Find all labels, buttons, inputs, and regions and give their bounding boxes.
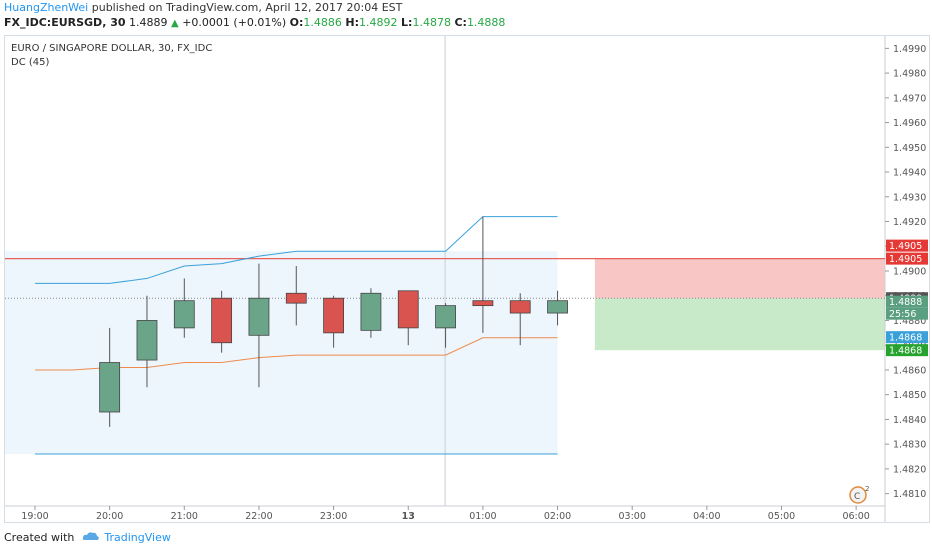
price-label-text: 1.4868 [889,333,922,344]
change-value: +0.0001 (+0.01%) [182,16,287,29]
y-tick-label: 1.4960 [893,118,926,129]
y-tick-label: 1.4980 [893,69,926,80]
symbol-label: FX_IDC:EURSGD, 30 [4,16,126,29]
logo-icon-sup: 2 [865,485,869,493]
candle-body [173,300,195,329]
candle-body [285,292,307,304]
donchian-upper-line [35,216,558,284]
candle-body [547,300,568,314]
candle-body [397,290,419,329]
x-tick-label: 19:00 [21,511,48,522]
last-price: 1.4889 [129,16,168,29]
x-tick-label: 05:00 [768,511,795,522]
x-tick-label: 13 [402,511,415,522]
x-tick-label: 06:00 [842,511,869,522]
candle-body [509,300,531,314]
publish-info: HuangZhenWei published on TradingView.co… [4,1,402,15]
y-tick-label: 1.4880 [893,316,926,327]
tradingview-link[interactable]: TradingView [104,530,171,544]
price-label-text: 1.4868 [889,346,922,357]
y-tick-label: 1.4900 [893,267,926,278]
candle-body [248,297,270,336]
y-tick-label: 1.4920 [893,217,926,228]
price-label-box [886,239,928,252]
price-label-text: 1.4905 [889,241,922,252]
y-tick-label: 1.4970 [893,93,926,104]
candle-body [360,292,382,331]
chart-title: EURO / SINGAPORE DOLLAR, 30, FX_IDC [11,43,212,54]
price-label-box [886,307,928,320]
close-value: 1.4888 [466,16,506,29]
low-value: 1.4878 [412,16,451,29]
indicator-label: DC (45) [11,57,49,68]
published-text: published on TradingView.com, April 12, … [91,1,403,14]
x-tick-label: 02:00 [544,511,571,522]
created-with-label: Created with [4,530,75,544]
y-tick-label: 1.4950 [893,143,926,154]
logo-icon-circle [849,486,867,504]
y-tick-label: 1.4850 [893,390,926,401]
logo-icon-glyph: C [854,492,860,502]
up-arrow-icon: ▲ [171,18,179,29]
chart-frame[interactable]: 1.4990 1.4980 1.4970 1.4960 1.4950 1.4940 1.49… [4,35,930,523]
y-tick-label: 1.4930 [893,192,926,203]
buy-zone [594,298,885,351]
high-label: H: [345,16,360,29]
close-label: C: [454,16,467,29]
high-value: 1.4892 [359,16,398,29]
author-link[interactable]: HuangZhenWei [4,1,89,14]
sell-zone [594,258,885,299]
x-tick-label: 03:00 [619,511,646,522]
candle-body [99,362,121,413]
open-value: 1.4886 [303,16,342,29]
candle-body [136,320,158,361]
y-tick-label: 1.4860 [893,365,926,376]
price-label-box [886,331,928,344]
y-tick-label: 1.4830 [893,440,926,451]
x-tick-label: 21:00 [171,511,198,522]
x-tick-label: 20:00 [96,511,123,522]
ohlc-bar: FX_IDC:EURSGD, 30 1.4889 ▲ +0.0001 (+0.0… [4,16,505,30]
x-tick-label: 22:00 [245,511,272,522]
candle-body [211,297,233,344]
y-tick-label: 1.4940 [893,168,926,179]
price-label-text: 1.4905 [889,254,922,265]
y-tick-label: 1.4990 [893,44,926,55]
price-chart[interactable]: 1.4990 1.4980 1.4970 1.4960 1.4950 1.4940 1.49… [5,36,929,522]
price-label-text: 1.4888 [889,297,922,308]
channel-fill [5,251,558,455]
low-label: L: [401,16,413,29]
logo-icon[interactable]: C 2 [849,485,869,504]
y-tick-label: 1.4810 [893,489,926,500]
tradingview-cloud-icon [82,531,100,544]
price-label-text: 25:56 [889,309,916,320]
price-label-box [886,295,928,308]
x-tick-label: 01:00 [469,511,496,522]
donchian-mid-line [35,337,558,371]
open-label: O: [289,16,304,29]
price-label-box [886,252,928,265]
x-tick-label: 23:00 [320,511,347,522]
footer: Created with TradingView [4,528,171,546]
x-tick-label: 04:00 [693,511,720,522]
y-tick-label: 1.4840 [893,415,926,426]
candle-body [472,300,494,307]
y-tick-label: 1.4820 [893,464,926,475]
price-label-box [886,344,928,357]
candle-body [323,297,345,334]
candle-body [435,305,456,329]
